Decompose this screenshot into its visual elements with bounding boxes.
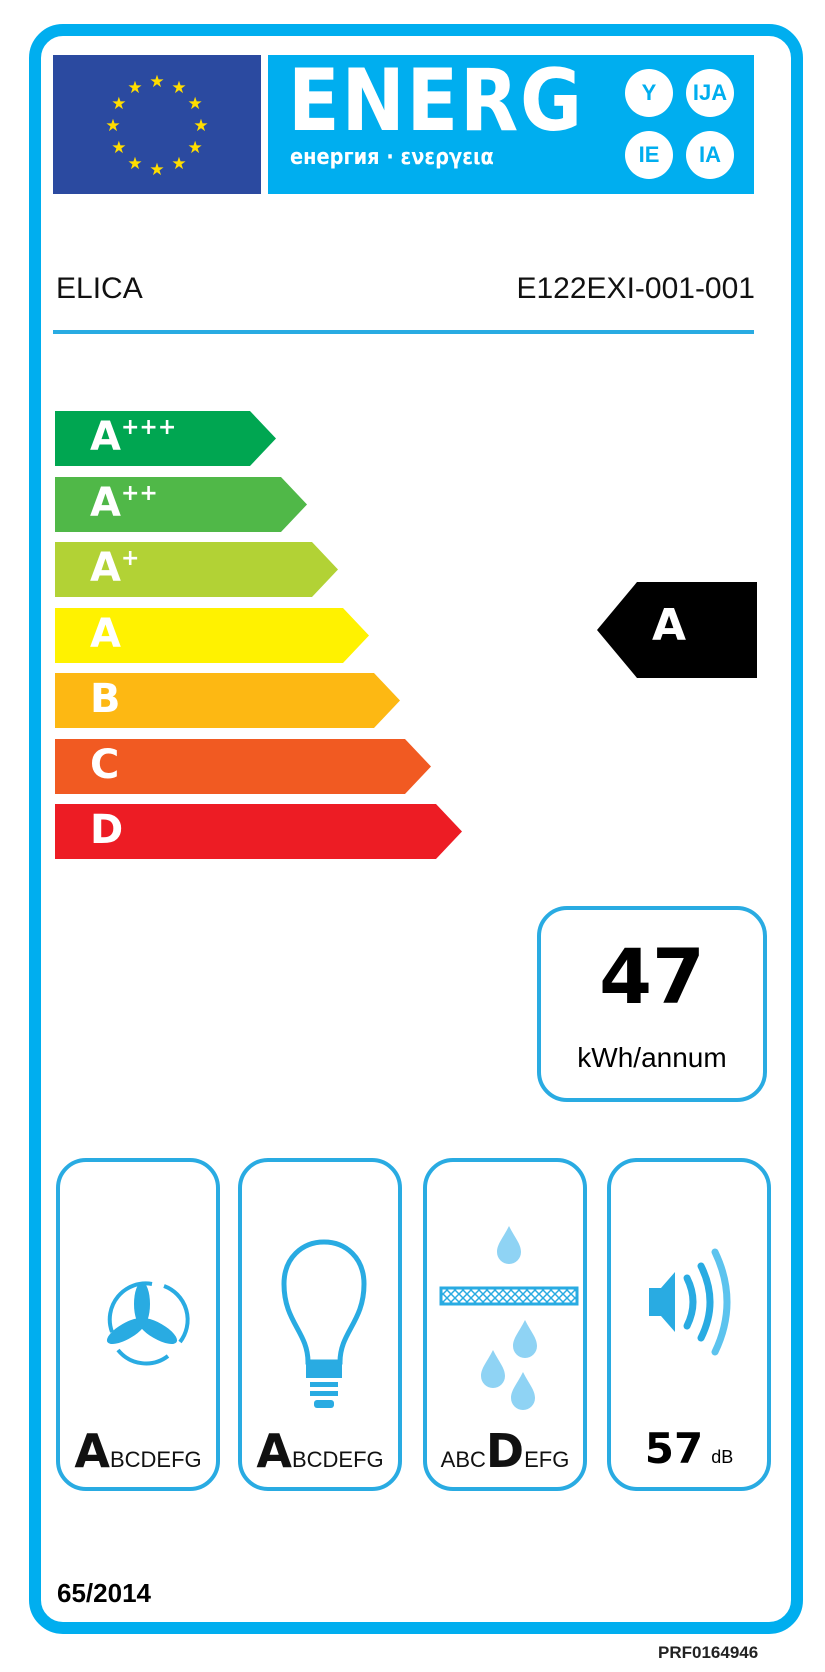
- energy-class-bar: A+++: [55, 411, 276, 466]
- rating-arrow: A: [597, 582, 757, 678]
- eu-star-icon: ★: [105, 116, 120, 135]
- annual-consumption-box: 47 kWh/annum: [537, 906, 767, 1102]
- suffix-ia: IA: [686, 131, 734, 179]
- energy-banner: ENERG енергия · ενεργεια Y IJA IE IA: [268, 51, 754, 194]
- energy-subtitle: енергия · ενεργεια: [290, 145, 494, 170]
- energy-class-bar: A++: [55, 476, 307, 532]
- noise-value: 57 dB: [644, 1424, 734, 1473]
- eu-star-icon: ★: [149, 160, 164, 179]
- fan-efficiency-scale: ABCDEFG: [74, 1424, 202, 1478]
- product-code: PRF0164946: [658, 1643, 759, 1662]
- eu-star-icon: ★: [111, 138, 126, 157]
- energy-class-bar: B: [55, 673, 400, 728]
- energy-class-label: C: [90, 741, 120, 788]
- eu-star-icon: ★: [149, 72, 164, 91]
- rating-letter: A: [652, 600, 687, 651]
- supplier-name: ELICA: [56, 272, 143, 305]
- energy-class-label: B: [90, 676, 121, 722]
- noise-box: 57 dB: [607, 1158, 771, 1491]
- energy-class-bar: C: [55, 738, 431, 794]
- suffix-ija: IJA: [686, 69, 734, 117]
- grease-filtering-box: ABCDEFG: [423, 1158, 587, 1491]
- fan-icon: [106, 1281, 190, 1366]
- eu-star-icon: ★: [127, 154, 142, 173]
- energy-class-bar: A+: [55, 542, 338, 597]
- eu-star-icon: ★: [111, 94, 126, 113]
- energy-class-bar: D: [55, 804, 462, 859]
- eu-star-icon: ★: [127, 78, 142, 97]
- energy-class-label: A+++: [90, 414, 177, 460]
- regulation-number: 65/2014: [57, 1578, 151, 1608]
- energy-class-label: A+: [90, 545, 140, 591]
- speaker-icon: [649, 1248, 731, 1356]
- eu-star-icon: ★: [193, 116, 208, 135]
- consumption-value: 47: [599, 932, 705, 1021]
- lighting-efficiency-scale: ABCDEFG: [256, 1424, 384, 1478]
- energy-class-label: D: [90, 807, 124, 853]
- energy-class-label: A: [90, 610, 121, 657]
- header-divider: [53, 330, 754, 334]
- suffix-ie: IE: [625, 131, 673, 179]
- energy-class-bar: A: [55, 607, 369, 663]
- fluid-dynamic-efficiency-box: ABCDEFG: [56, 1158, 220, 1491]
- consumption-unit: kWh/annum: [577, 1042, 727, 1073]
- light-bulb-icon: [281, 1239, 367, 1408]
- selected-class: D: [485, 1424, 525, 1478]
- selected-class: A: [256, 1424, 292, 1478]
- label-frame: [29, 24, 803, 1634]
- eu-star-icon: ★: [171, 78, 186, 97]
- grease-filter-icon: [439, 1226, 579, 1410]
- eu-star-icon: ★: [187, 138, 202, 157]
- energy-class-label: A++: [90, 479, 158, 526]
- eu-flag-icon: ★ ★ ★ ★ ★ ★ ★ ★ ★ ★ ★ ★: [53, 55, 261, 194]
- selected-class: A: [74, 1424, 110, 1478]
- suffix-y: Y: [625, 69, 673, 117]
- model-identifier: E122EXI-001-001: [516, 272, 755, 305]
- grease-filtering-scale: ABCDEFG: [440, 1424, 570, 1478]
- eu-star-icon: ★: [187, 94, 202, 113]
- lighting-efficiency-box: ABCDEFG: [238, 1158, 402, 1491]
- eu-star-icon: ★: [171, 154, 186, 173]
- energy-word: ENERG: [288, 51, 584, 151]
